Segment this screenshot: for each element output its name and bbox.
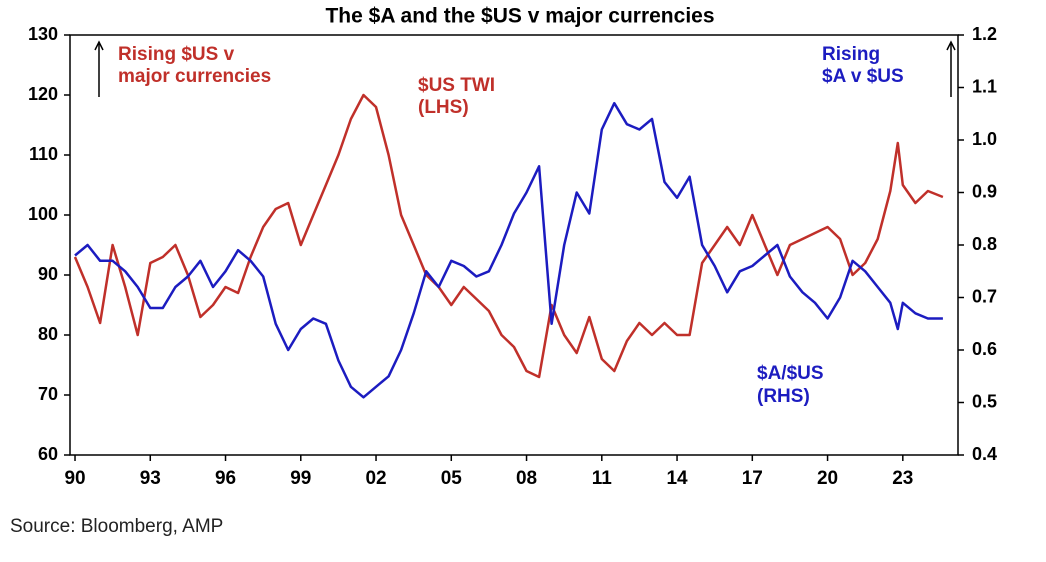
y2-tick-label: 0.6 — [972, 339, 997, 359]
x-tick-label: 11 — [592, 468, 613, 489]
y-tick-label: 60 — [38, 444, 58, 464]
y2-tick-label: 0.8 — [972, 234, 997, 254]
data-line — [74, 101, 943, 399]
data-line — [73, 93, 944, 379]
y-tick-label: 110 — [29, 144, 58, 164]
annotation: $US TWI — [418, 75, 495, 96]
annotation: $A/$US — [757, 363, 824, 384]
y-tick-label: 130 — [28, 24, 58, 44]
source-note: Source: Bloomberg, AMP — [10, 516, 223, 537]
y-tick-label: 90 — [38, 264, 58, 284]
y-tick-label: 70 — [38, 384, 58, 404]
x-tick-label: 96 — [215, 468, 236, 489]
y2-tick-label: 1.2 — [972, 24, 997, 44]
x-tick-label: 90 — [64, 468, 85, 489]
y2-tick-label: 1.0 — [972, 129, 997, 149]
annotation: Rising $US v — [118, 44, 235, 65]
arrow-head — [94, 40, 104, 51]
y2-tick-label: 1.1 — [972, 76, 997, 96]
x-tick-label: 99 — [290, 468, 311, 489]
y2-tick-label: 0.5 — [972, 391, 997, 411]
y2-tick-label: 0.7 — [972, 286, 997, 306]
arrows — [94, 40, 956, 97]
y-tick-label: 80 — [38, 324, 58, 344]
annotation: Rising — [822, 44, 880, 65]
y-tick-label: 120 — [28, 84, 58, 104]
annotation: major currencies — [118, 66, 271, 87]
y2-tick-label: 0.4 — [972, 444, 997, 464]
x-tick-label: 02 — [365, 468, 386, 489]
x-tick-label: 08 — [516, 468, 537, 489]
x-tick-label: 14 — [666, 468, 688, 489]
x-tick-label: 20 — [817, 468, 838, 489]
y-tick-label: 100 — [28, 204, 58, 224]
annotation: $A v $US — [822, 66, 904, 87]
x-tick-label: 17 — [742, 468, 763, 489]
arrow-head — [946, 40, 956, 51]
chart-title: The $A and the $US v major currencies — [325, 5, 714, 28]
x-tick-label: 93 — [140, 468, 161, 489]
annotation-group: Rising $A v $US $A/$US (RHS) — [757, 44, 904, 407]
y2-tick-label: 0.9 — [972, 181, 997, 201]
annotation: (LHS) — [418, 97, 469, 118]
x-tick-label: 23 — [892, 468, 913, 489]
annotation: (RHS) — [757, 386, 810, 407]
annotation-group: Rising $US v major currencies $US TWI (L… — [118, 44, 495, 118]
x-tick-label: 05 — [441, 468, 463, 489]
plot-frame — [69, 34, 959, 456]
